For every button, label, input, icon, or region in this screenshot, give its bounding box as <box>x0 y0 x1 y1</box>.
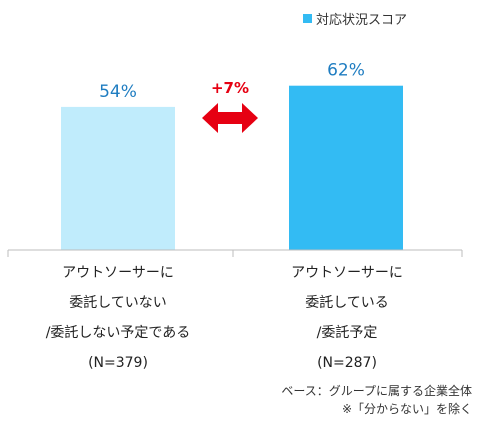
category-label-line: アウトソーサーに <box>62 265 174 281</box>
category-sample-size: (N=287) <box>317 355 377 371</box>
double-arrow-icon <box>202 103 258 133</box>
category-label-line: /委託予定 <box>316 325 378 341</box>
bar-value-label-1: 54% <box>99 82 137 102</box>
legend: 対応状況スコア <box>303 9 407 28</box>
category-label-line: /委託しない予定である <box>45 325 191 341</box>
difference-label: +7% <box>210 79 250 97</box>
category-label-line: アウトソーサーに <box>291 265 403 281</box>
footnote-base: ベース：グループに属する企業全体 <box>281 384 472 398</box>
bar-2 <box>289 85 403 250</box>
category-label-not-outsourced: アウトソーサーに 委託していない /委託しない予定である (N=379) <box>33 258 203 378</box>
category-label-outsourced: アウトソーサーに 委託している /委託予定 (N=287) <box>262 258 432 378</box>
category-sample-size: (N=379) <box>88 355 148 371</box>
legend-swatch <box>303 14 312 23</box>
bars-group <box>61 85 403 251</box>
bar-value-label-2: 62% <box>327 61 365 81</box>
footnote-exclusion: ※「分からない」を除く <box>341 402 472 416</box>
value-labels-group: 54% 62% <box>99 61 365 102</box>
category-label-line: 委託している <box>305 295 389 311</box>
bar-1 <box>61 106 175 251</box>
category-label-line: 委託していない <box>69 295 167 311</box>
legend-label: 対応状況スコア <box>316 13 408 28</box>
